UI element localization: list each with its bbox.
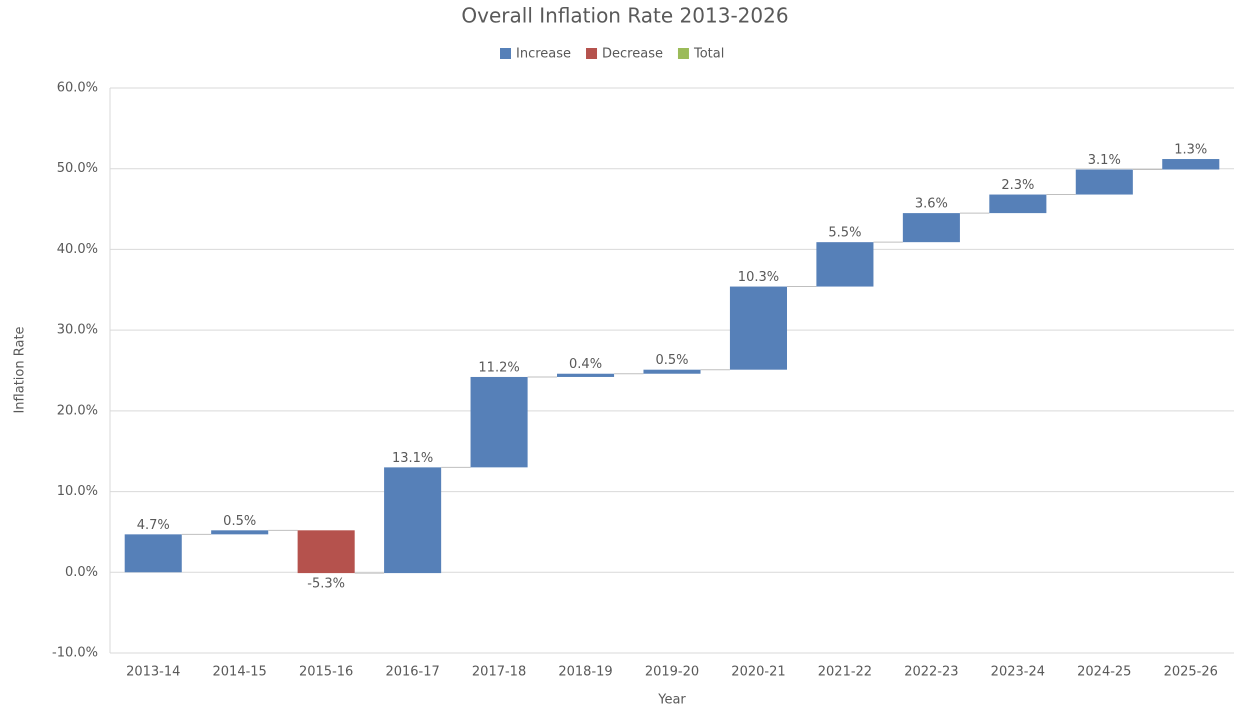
x-tick-label: 2020-21 bbox=[731, 665, 785, 680]
bar bbox=[384, 467, 442, 574]
x-axis-title: Year bbox=[657, 693, 686, 706]
data-label: 11.2% bbox=[478, 360, 519, 375]
data-label: 5.5% bbox=[828, 226, 861, 241]
data-label: 3.1% bbox=[1088, 153, 1121, 168]
x-tick-label: 2014-15 bbox=[213, 665, 267, 680]
x-tick-label: 2015-16 bbox=[299, 665, 353, 680]
data-label: -5.3% bbox=[307, 577, 345, 592]
y-tick-label: -10.0% bbox=[52, 646, 98, 661]
y-tick-label: 60.0% bbox=[57, 81, 98, 96]
y-tick-label: 40.0% bbox=[57, 242, 98, 257]
x-tick-label: 2024-25 bbox=[1077, 665, 1131, 680]
data-label: 1.3% bbox=[1174, 143, 1207, 158]
y-tick-label: 10.0% bbox=[57, 484, 98, 499]
x-tick-label: 2016-17 bbox=[385, 665, 439, 680]
x-tick-label: 2022-23 bbox=[904, 665, 958, 680]
bar bbox=[124, 534, 182, 573]
bar bbox=[211, 530, 269, 535]
x-tick-label: 2013-14 bbox=[126, 665, 180, 680]
data-label: 10.3% bbox=[738, 270, 779, 285]
bar bbox=[470, 376, 528, 468]
y-axis-title: Inflation Rate bbox=[13, 326, 28, 413]
legend-label: Total bbox=[693, 47, 724, 62]
legend-swatch bbox=[586, 48, 598, 59]
data-label: 2.3% bbox=[1001, 178, 1034, 193]
x-tick-label: 2019-20 bbox=[645, 665, 699, 680]
data-label: 4.7% bbox=[137, 518, 170, 533]
y-tick-label: 20.0% bbox=[57, 403, 98, 418]
x-tick-label: 2025-26 bbox=[1164, 665, 1218, 680]
y-tick-label: 50.0% bbox=[57, 161, 98, 176]
bar bbox=[729, 286, 787, 370]
data-label: 0.4% bbox=[569, 357, 602, 372]
data-label: 0.5% bbox=[223, 514, 256, 529]
bar bbox=[902, 213, 960, 243]
x-tick-label: 2017-18 bbox=[472, 665, 526, 680]
data-label: 3.6% bbox=[915, 197, 948, 212]
bar bbox=[557, 373, 615, 377]
legend-swatch bbox=[500, 48, 511, 59]
legend-label: Decrease bbox=[602, 47, 663, 62]
bar bbox=[1075, 169, 1133, 195]
bar bbox=[1162, 159, 1220, 170]
y-tick-label: 0.0% bbox=[65, 565, 98, 580]
legend-label: Increase bbox=[516, 47, 571, 62]
y-tick-label: 30.0% bbox=[57, 323, 98, 338]
bar bbox=[989, 194, 1047, 214]
legend-swatch bbox=[677, 48, 689, 59]
bar bbox=[816, 242, 874, 287]
bar bbox=[297, 530, 355, 574]
data-label: 0.5% bbox=[655, 353, 688, 368]
x-tick-label: 2021-22 bbox=[818, 665, 872, 680]
bar bbox=[643, 369, 701, 374]
chart-title: Overall Inflation Rate 2013-2026 bbox=[461, 4, 788, 28]
x-tick-label: 2023-24 bbox=[991, 665, 1045, 680]
data-label: 13.1% bbox=[392, 451, 433, 466]
x-tick-label: 2018-19 bbox=[558, 665, 612, 680]
